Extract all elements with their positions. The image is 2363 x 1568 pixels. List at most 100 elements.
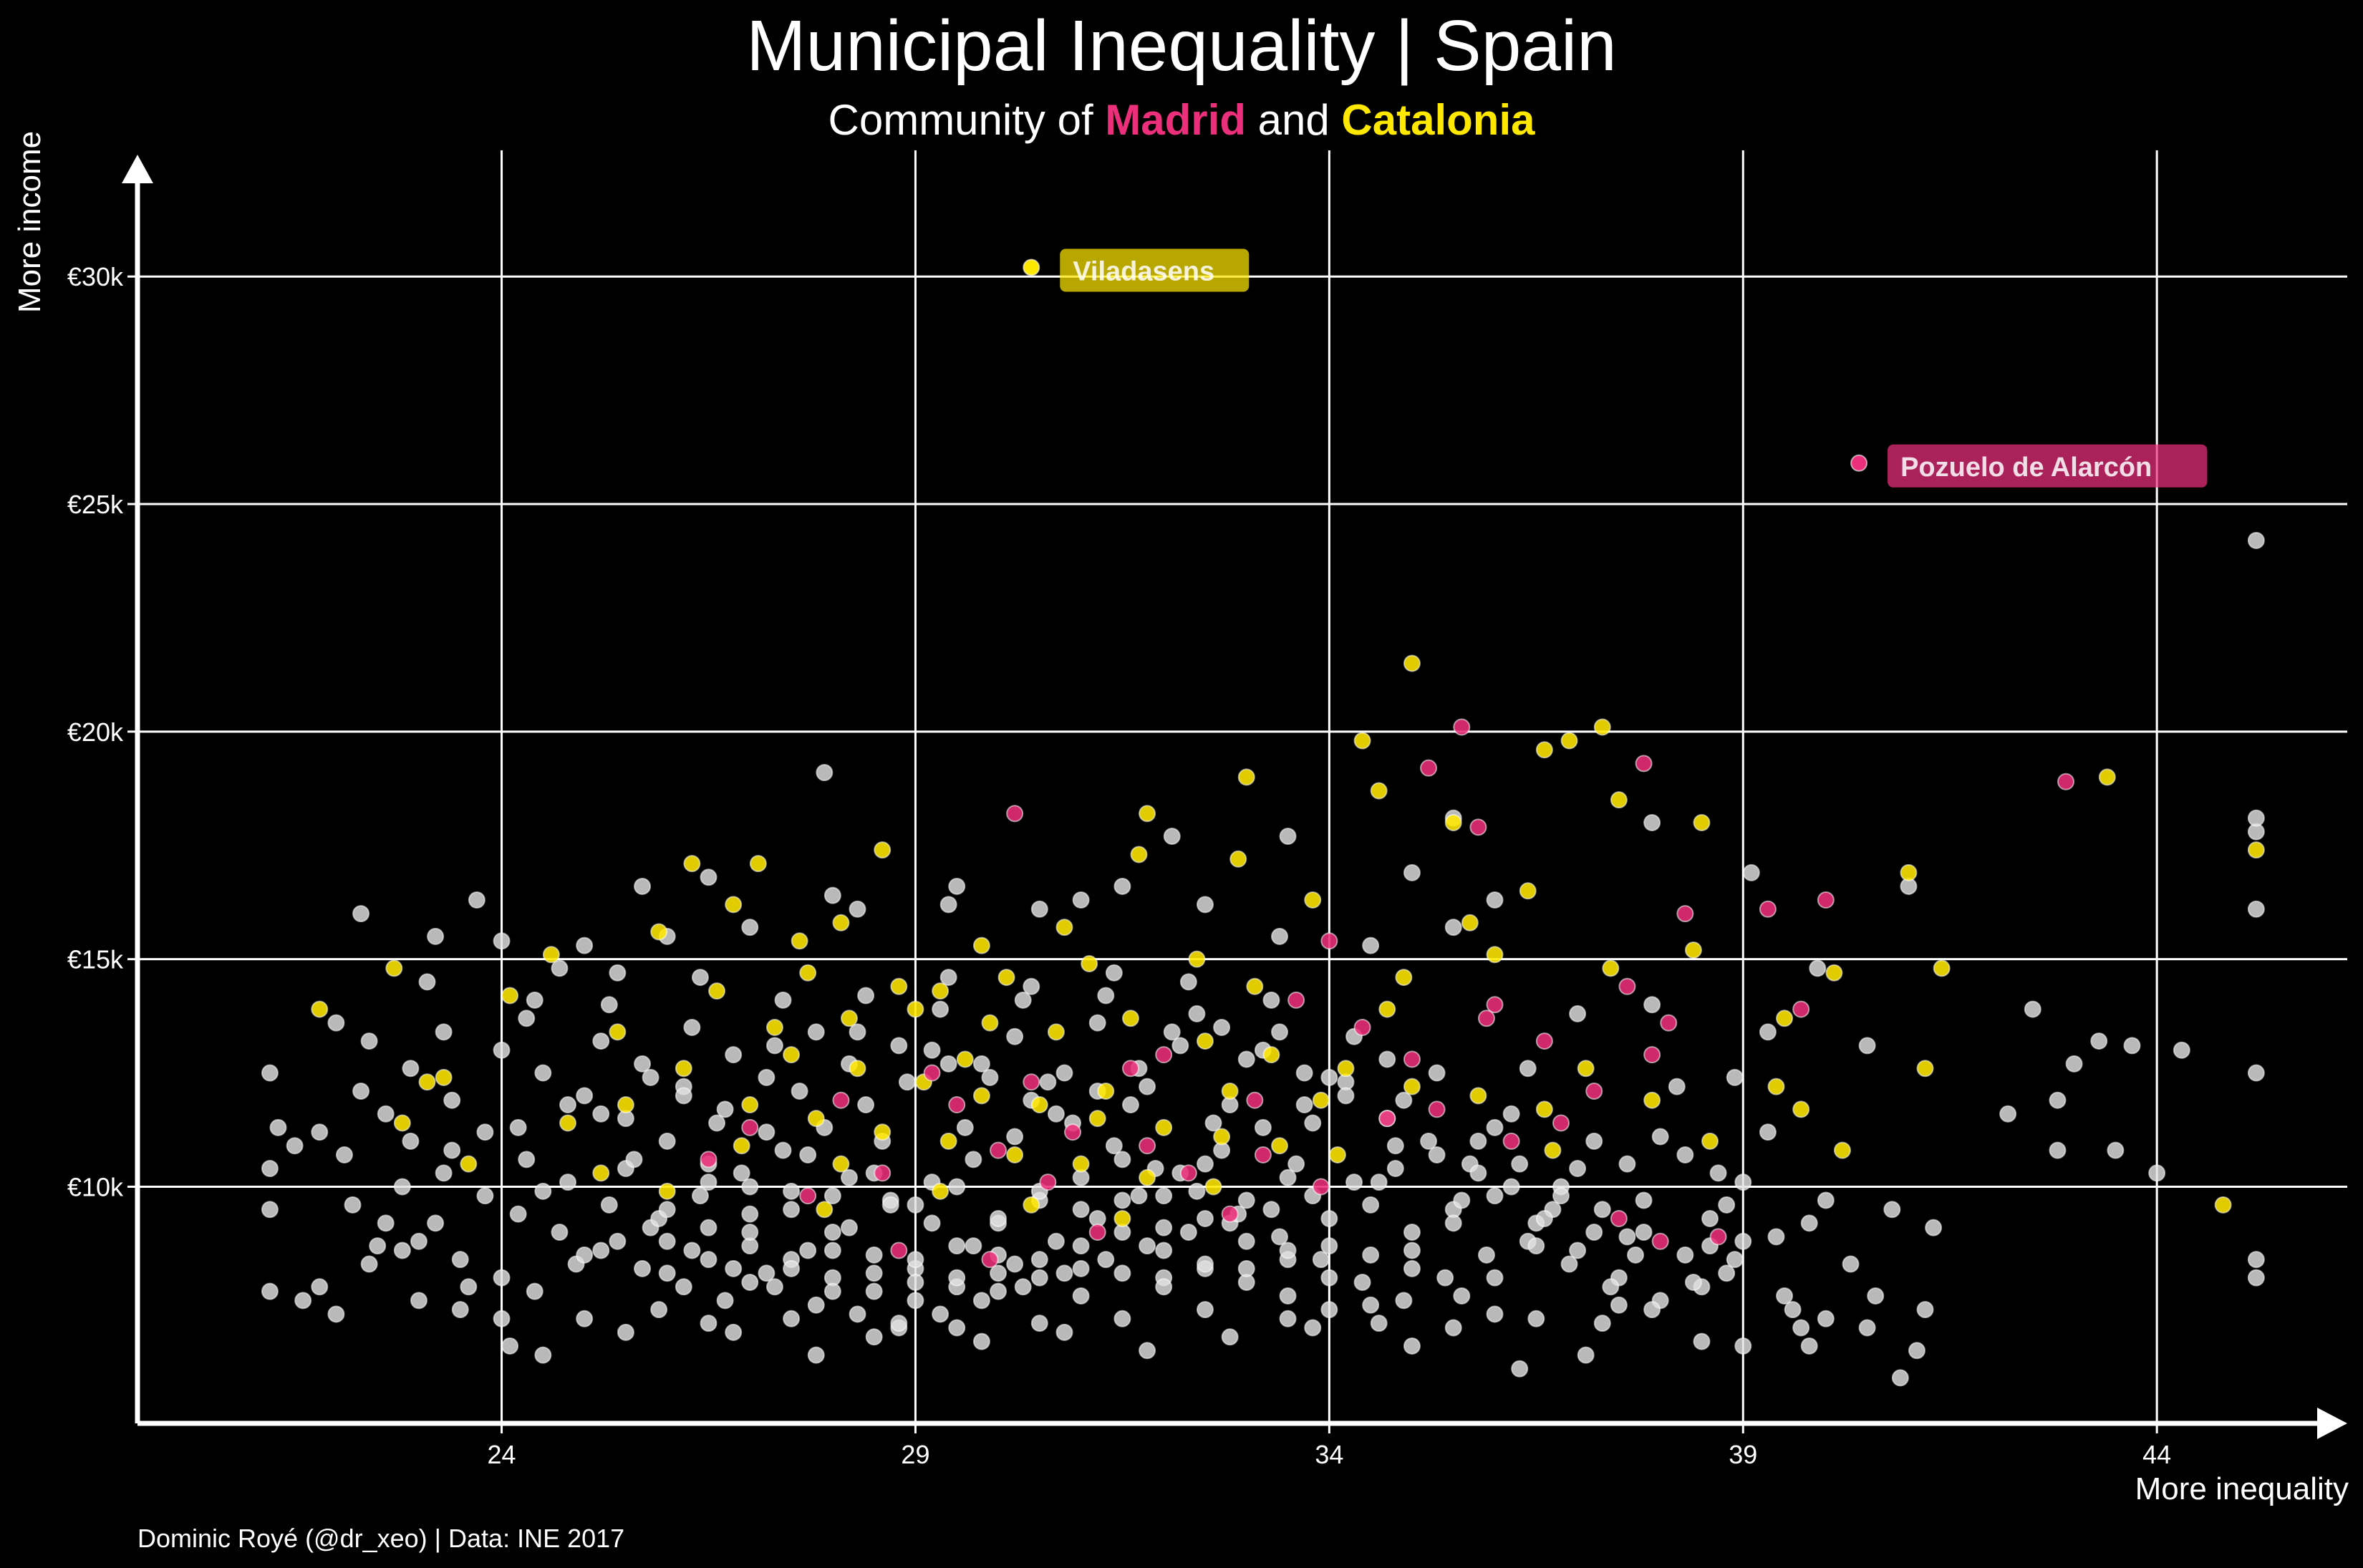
data-point xyxy=(683,1018,701,1036)
data-point xyxy=(559,1173,577,1191)
data-point xyxy=(758,1068,775,1086)
data-point xyxy=(874,1164,891,1182)
data-point xyxy=(1486,1118,1504,1136)
data-point xyxy=(1469,818,1487,836)
data-point xyxy=(1643,1091,1661,1109)
data-point xyxy=(783,1182,801,1200)
data-point xyxy=(534,1182,552,1200)
data-point xyxy=(832,914,850,931)
data-point xyxy=(741,1096,759,1114)
data-point xyxy=(1693,1332,1711,1350)
data-point xyxy=(1287,1155,1305,1173)
data-point xyxy=(898,1073,916,1091)
data-point xyxy=(1403,1224,1421,1242)
data-point xyxy=(1593,1315,1611,1332)
data-point xyxy=(807,1346,825,1364)
data-point xyxy=(1030,900,1048,918)
data-point xyxy=(1072,1237,1090,1255)
data-point xyxy=(634,1055,652,1073)
data-point xyxy=(269,1118,287,1136)
data-point xyxy=(765,1278,783,1296)
data-point xyxy=(501,987,519,1005)
series-other xyxy=(261,531,2265,1387)
data-point xyxy=(1237,768,1255,786)
data-point xyxy=(1196,1209,1214,1227)
data-point xyxy=(393,1178,411,1196)
data-point xyxy=(393,1242,411,1259)
data-point xyxy=(923,1214,941,1232)
data-point xyxy=(865,1264,883,1282)
data-point xyxy=(997,969,1015,987)
data-point xyxy=(807,1023,825,1041)
data-point xyxy=(1320,1068,1338,1086)
data-point xyxy=(807,1296,825,1314)
data-point xyxy=(948,1178,966,1196)
caption: Dominic Royé (@dr_xeo) | Data: INE 2017 xyxy=(137,1524,625,1553)
data-point xyxy=(956,1050,974,1068)
data-point xyxy=(1279,828,1297,846)
data-point xyxy=(923,1041,941,1059)
data-point xyxy=(823,1187,841,1205)
data-point xyxy=(634,1259,652,1277)
data-point xyxy=(1627,1246,1645,1264)
data-point xyxy=(1353,1273,1371,1291)
data-point xyxy=(832,1091,850,1109)
data-point xyxy=(1246,1091,1264,1109)
data-point xyxy=(427,1214,445,1232)
data-point xyxy=(1353,1018,1371,1036)
data-point xyxy=(890,977,908,995)
data-point xyxy=(658,1132,676,1150)
data-point xyxy=(700,1219,717,1237)
data-point xyxy=(1684,941,1702,959)
data-point xyxy=(1792,1000,1810,1018)
data-point xyxy=(1320,932,1338,950)
data-point xyxy=(2247,841,2265,859)
x-tick-label: 34 xyxy=(1315,1440,1343,1469)
data-point xyxy=(1254,1146,1272,1163)
data-point xyxy=(592,1242,610,1259)
data-point xyxy=(1196,1255,1214,1273)
data-point xyxy=(2049,1141,2067,1159)
data-point xyxy=(2247,531,2265,549)
series-catalonia xyxy=(311,654,2265,1227)
data-point xyxy=(1535,1100,1553,1118)
data-point xyxy=(1229,850,1247,868)
chart-subtitle: Community of Madrid and Catalonia xyxy=(0,99,2363,142)
data-point xyxy=(526,1282,543,1300)
data-point xyxy=(1055,1323,1073,1341)
data-point xyxy=(1486,1269,1504,1287)
data-point xyxy=(1444,813,1462,831)
data-point xyxy=(410,1232,427,1250)
data-point xyxy=(1047,1023,1065,1041)
data-point xyxy=(881,1196,899,1214)
data-point xyxy=(2247,900,2265,918)
data-point xyxy=(1651,1232,1669,1250)
data-point xyxy=(791,1082,808,1100)
data-point xyxy=(1030,1315,1048,1332)
data-point xyxy=(1006,1128,1024,1146)
data-point xyxy=(1395,969,1413,987)
data-point xyxy=(749,855,767,873)
y-tick-label: €10k xyxy=(67,1172,124,1201)
data-point xyxy=(823,1224,841,1242)
data-point xyxy=(1436,1269,1454,1287)
data-point xyxy=(509,1205,527,1223)
data-point xyxy=(1403,863,1421,881)
data-point xyxy=(1502,1132,1520,1150)
data-point xyxy=(765,1037,783,1055)
data-point xyxy=(1635,1191,1653,1209)
data-point xyxy=(509,1118,527,1136)
data-point xyxy=(874,841,891,859)
data-point xyxy=(1602,1278,1620,1296)
data-point xyxy=(1544,1141,1562,1159)
data-point xyxy=(625,1151,643,1168)
data-point xyxy=(2148,1164,2166,1182)
data-point xyxy=(1759,1023,1777,1041)
data-point xyxy=(261,1282,279,1300)
data-point xyxy=(2214,1196,2232,1214)
data-point xyxy=(1552,1114,1570,1132)
data-point xyxy=(1403,1050,1421,1068)
data-point xyxy=(716,1292,734,1310)
data-point xyxy=(1701,1132,1719,1150)
x-axis-arrow xyxy=(2317,1408,2347,1439)
